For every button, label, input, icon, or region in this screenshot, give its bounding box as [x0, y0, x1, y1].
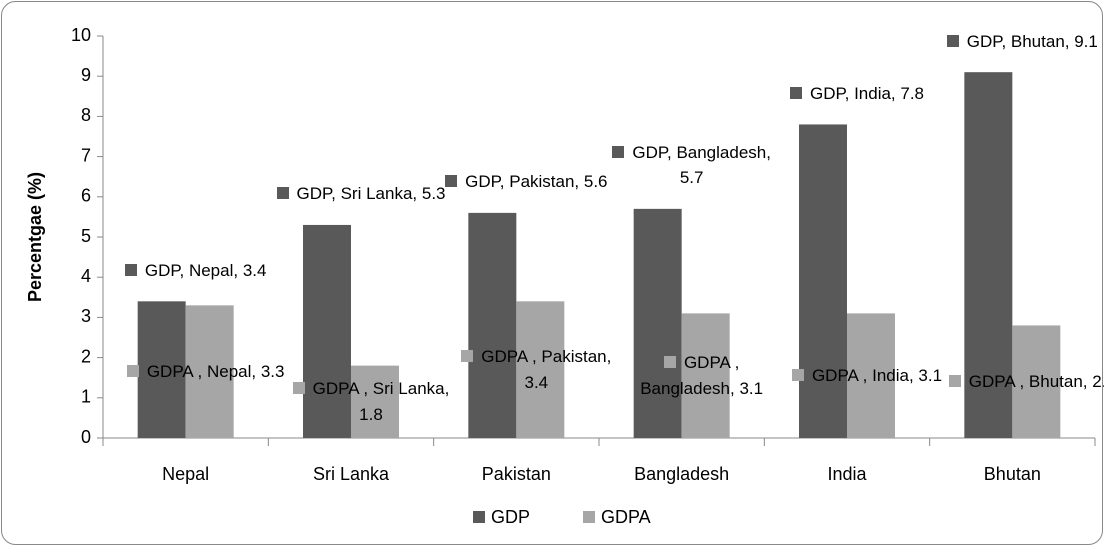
gdp-label: GDP, Pakistan, 5.6 [441, 75, 611, 195]
bar [303, 224, 351, 438]
label-text: GDPA , Sri Lanka, 1.8 [312, 379, 450, 424]
label-text: GDP, Bangladesh, 5.7 [632, 142, 771, 188]
data-label: GDP, Pakistan, 5.6 [445, 169, 608, 195]
data-label: GDPA , India, 3.1 [791, 363, 943, 389]
label-key [124, 263, 137, 276]
gdpa-label-box: GDPA , Bangladesh, 3.1 [617, 326, 787, 426]
y-tick-label: 5 [81, 226, 91, 246]
label-key [461, 350, 474, 363]
label-key [276, 187, 289, 200]
bar [681, 313, 730, 438]
data-label: GDPA , Bangladesh, 3.1 [617, 350, 787, 401]
y-tick-label: 6 [81, 186, 91, 206]
label-key [612, 145, 625, 158]
x-tick-label: Sri Lanka [313, 464, 390, 484]
gdpa-label-box: GDPA , India, 3.1 [782, 326, 952, 426]
gdp-label: GDP, Bangladesh, 5.7 [607, 71, 777, 191]
gdpa-label: GDPA , Pakistan, 3.4 [451, 320, 621, 420]
label-key [948, 374, 961, 387]
data-label: GDP, Nepal, 3.4 [124, 258, 267, 284]
gdp-label-box: GDP, Bhutan, 9.1 [937, 0, 1104, 54]
data-label: GDP, Bangladesh, 5.7 [607, 140, 777, 191]
y-tick-label: 9 [81, 65, 91, 85]
x-tick-label: India [827, 464, 867, 484]
label-text: GDPA , Bhutan, 2.8 [968, 371, 1104, 391]
legend-label: GDPA [601, 507, 651, 527]
legend-key [583, 511, 595, 523]
bar [799, 124, 847, 438]
gdpa-label: GDPA , India, 3.1 [782, 326, 952, 426]
data-label: GDPA , Sri Lanka, 1.8 [286, 376, 456, 427]
y-tick-label: 1 [81, 387, 91, 407]
gdp-label: GDP, Sri Lanka, 5.3 [276, 87, 446, 207]
data-label: GDP, Sri Lanka, 5.3 [276, 181, 446, 207]
gdpa-label-box: GDPA , Pakistan, 3.4 [451, 320, 621, 420]
label-text: GDP, Nepal, 3.4 [144, 260, 267, 280]
gdpa-label-box: GDPA , Nepal, 3.3 [121, 322, 291, 422]
x-tick-label: Nepal [162, 464, 209, 484]
data-label: GDP, India, 7.8 [789, 81, 925, 107]
legend-key [473, 511, 485, 523]
y-tick-label: 10 [71, 25, 91, 45]
gdpa-label: GDPA , Nepal, 3.3 [121, 322, 291, 422]
label-text: GDP, India, 7.8 [809, 83, 925, 103]
y-tick-label: 8 [81, 105, 91, 125]
bar [1012, 325, 1061, 438]
gdpa-label-box: GDPA , Sri Lanka, 1.8 [286, 352, 456, 452]
gdp-label-box: GDP, Pakistan, 5.6 [441, 75, 611, 195]
y-tick-label: 3 [81, 306, 91, 326]
bar [468, 212, 517, 438]
legend-label: GDP [491, 507, 530, 527]
gdp-label: GDP, Nepal, 3.4 [111, 163, 281, 283]
gdp-label: GDP, Bhutan, 9.1 [937, 0, 1104, 54]
gdp-label-box: GDP, Sri Lanka, 5.3 [276, 87, 446, 207]
bar [847, 313, 895, 438]
data-label: GDPA , Bhutan, 2.8 [948, 369, 1104, 395]
label-text: GDP, Bhutan, 9.1 [966, 31, 1098, 51]
label-text: GDPA , India, 3.1 [811, 365, 943, 385]
data-label: GDPA , Nepal, 3.3 [126, 359, 285, 385]
bar [964, 72, 1013, 439]
y-axis-title: Percentgae (%) [25, 172, 45, 302]
y-tick-label: 4 [81, 266, 91, 286]
label-text: GDP, Pakistan, 5.6 [465, 172, 608, 192]
label-key [292, 382, 305, 395]
label-key [663, 356, 676, 369]
bar [351, 365, 399, 438]
label-key [791, 368, 804, 381]
x-tick-label: Bhutan [984, 464, 1041, 484]
bar [633, 208, 682, 438]
label-key [126, 364, 139, 377]
label-text: GDPA , Nepal, 3.3 [146, 361, 285, 381]
label-key [946, 34, 959, 47]
gdpa-label-box: GDPA , Bhutan, 2.8 [947, 332, 1104, 432]
bar [516, 301, 565, 438]
gdpa-label: GDPA , Bangladesh, 3.1 [617, 326, 787, 426]
y-tick-label: 2 [81, 346, 91, 366]
gdpa-label: GDPA , Bhutan, 2.8 [947, 332, 1104, 432]
bar [185, 305, 234, 438]
label-key [445, 175, 458, 188]
y-tick-label: 7 [81, 145, 91, 165]
data-label: GDPA , Pakistan, 3.4 [451, 344, 621, 395]
gdp-label-box: GDP, Bangladesh, 5.7 [607, 71, 777, 191]
gdp-label-box: GDP, India, 7.8 [772, 0, 942, 106]
gdpa-label: GDPA , Sri Lanka, 1.8 [286, 352, 456, 452]
gdp-label: GDP, India, 7.8 [772, 0, 942, 106]
x-tick-label: Pakistan [482, 464, 551, 484]
label-text: GDPA , Bangladesh, 3.1 [640, 353, 764, 398]
gdp-label-box: GDP, Nepal, 3.4 [111, 163, 281, 283]
y-tick-label: 0 [81, 427, 91, 447]
bar [137, 301, 186, 438]
data-label: GDP, Bhutan, 9.1 [946, 29, 1098, 55]
label-key [789, 86, 802, 99]
label-text: GDPA , Pakistan, 3.4 [481, 347, 612, 392]
x-tick-label: Bangladesh [634, 464, 729, 484]
label-text: GDP, Sri Lanka, 5.3 [296, 184, 446, 204]
